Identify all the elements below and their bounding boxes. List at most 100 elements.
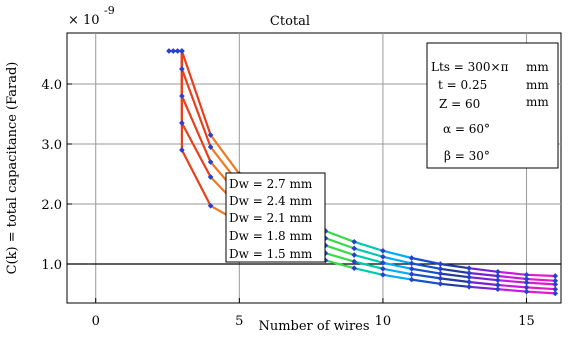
data-point — [380, 259, 386, 266]
x-tick-label: 5 — [235, 314, 243, 329]
data-point — [523, 279, 530, 286]
data-point — [351, 258, 358, 265]
data-point — [494, 277, 501, 284]
param-lts: Lts = 300×π — [431, 60, 509, 74]
data-point — [523, 271, 530, 278]
series-segment — [410, 273, 442, 280]
data-point — [380, 265, 386, 272]
data-point — [408, 265, 415, 272]
data-point — [207, 159, 214, 165]
data-point — [466, 274, 472, 281]
series-segment — [353, 260, 385, 270]
data-point — [179, 66, 185, 72]
data-point — [179, 120, 185, 126]
series-segment — [180, 121, 212, 179]
param-alpha: α = 60° — [443, 122, 490, 136]
x-tick-label: 0 — [92, 314, 100, 329]
y-exponent: -9 — [104, 4, 115, 17]
data-point — [437, 275, 444, 282]
series-segment — [180, 67, 212, 149]
data-point — [179, 93, 185, 99]
data-point — [437, 265, 444, 272]
series-segment — [353, 240, 385, 252]
series-segment — [324, 229, 356, 243]
x-tick-labels: 0 5 10 15 — [92, 314, 535, 329]
series-segment — [525, 281, 557, 286]
series-segment — [525, 277, 557, 282]
series-segment — [381, 255, 413, 265]
data-point — [380, 247, 386, 254]
data-point — [494, 268, 501, 275]
x-tick-label: 10 — [375, 314, 392, 329]
data-point — [494, 273, 501, 279]
data-point — [207, 202, 214, 209]
series-segment — [324, 259, 356, 270]
series-segment — [439, 282, 471, 288]
data-point — [552, 273, 559, 279]
series-segment — [410, 262, 442, 270]
series-segment — [467, 271, 499, 278]
series-segment — [410, 256, 442, 266]
param-beta: β = 30° — [444, 149, 490, 163]
data-point — [437, 261, 444, 267]
data-point — [351, 252, 358, 258]
x-tick-label: 15 — [518, 314, 535, 329]
series-segment — [496, 279, 528, 284]
data-point — [466, 270, 472, 276]
params-box-frame — [426, 42, 559, 169]
series-segment — [353, 253, 385, 264]
data-point — [466, 265, 472, 272]
series-segment — [209, 133, 241, 176]
y-tick-label: 3.0 — [41, 138, 62, 153]
data-point — [408, 260, 415, 267]
series-segment — [410, 278, 442, 285]
legend-dw-1-5: Dw = 1.5 mm — [229, 247, 313, 261]
data-point — [207, 174, 214, 180]
series-segment — [381, 267, 413, 276]
data-point — [523, 276, 530, 282]
data-point — [494, 286, 501, 293]
param-z-unit: mm — [526, 95, 549, 109]
param-lts-unit: mm — [526, 60, 549, 74]
series-segment — [496, 274, 528, 281]
series-segment — [353, 247, 385, 258]
series-segment — [525, 290, 557, 295]
series-segment — [467, 267, 499, 273]
param-t-unit: mm — [526, 78, 549, 92]
data-point — [408, 271, 415, 278]
series-segment — [324, 252, 356, 263]
series-segment — [439, 267, 471, 275]
x-axis-label: Number of wires — [258, 319, 369, 334]
series-segment — [439, 272, 471, 279]
series-segment — [467, 280, 499, 287]
y-multiplier: × 10 — [68, 13, 100, 28]
series-segment — [381, 261, 413, 270]
data-point — [466, 283, 472, 290]
data-point — [351, 238, 358, 245]
legend-dw-1-8: Dw = 1.8 mm — [229, 229, 313, 243]
data-point — [552, 281, 559, 288]
data-point — [351, 265, 358, 272]
data-point — [380, 253, 386, 260]
series-segment — [381, 249, 413, 260]
series-segment — [439, 262, 471, 270]
data-point — [380, 271, 386, 278]
legend-dw-2-7: Dw = 2.7 mm — [229, 177, 313, 191]
chart-title: Ctotal — [270, 14, 310, 29]
param-z: Z = 60 — [439, 97, 480, 111]
params-box: Lts = 300×π mm t = 0.25 mm Z = 60 mm α =… — [426, 42, 559, 169]
series-segment — [180, 49, 212, 137]
series-segment — [180, 148, 212, 207]
series-segment — [496, 288, 528, 293]
data-point — [552, 286, 559, 293]
data-point — [207, 144, 214, 150]
data-point — [466, 279, 472, 285]
y-tick-label: 4.0 — [41, 78, 62, 93]
data-point — [351, 245, 358, 252]
data-point — [437, 280, 444, 287]
data-point — [523, 288, 530, 295]
y-tick-labels: 1.0 2.0 3.0 4.0 — [41, 78, 62, 273]
data-point — [207, 132, 214, 138]
